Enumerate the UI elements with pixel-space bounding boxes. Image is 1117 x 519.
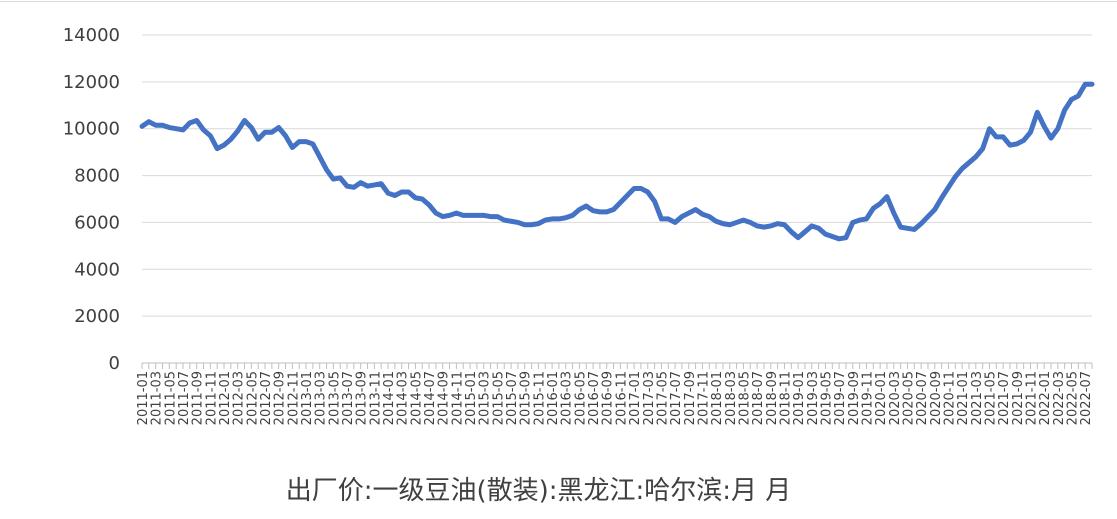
x-tick-label: 2021-03 (970, 371, 985, 425)
x-tick-label: 2017-11 (696, 371, 711, 425)
x-tick-label: 2017-09 (683, 371, 698, 425)
x-tick-label: 2016-01 (546, 371, 561, 425)
x-tick-label: 2021-09 (1011, 371, 1026, 425)
y-tick-label-4000: 4000 (74, 259, 120, 280)
x-tick-label: 2011-01 (136, 371, 151, 425)
x-tick-label: 2019-07 (833, 371, 848, 425)
x-tick-label: 2012-07 (259, 371, 274, 425)
gridlines (142, 34, 1092, 317)
x-tick-label: 2018-09 (765, 371, 780, 425)
x-tick-label: 2019-11 (860, 371, 875, 425)
x-tick-label: 2013-05 (327, 371, 342, 425)
x-tick-label: 2020-09 (929, 371, 944, 425)
x-tick-label: 2015-09 (519, 371, 534, 425)
x-tick-label: 2022-01 (1038, 371, 1053, 425)
x-tick-label: 2011-03 (150, 371, 165, 425)
x-tick-label: 2012-01 (218, 371, 233, 425)
x-tick-label: 2017-05 (655, 371, 670, 425)
y-tick-label-2000: 2000 (74, 306, 120, 327)
x-tick-label: 2014-07 (423, 371, 438, 425)
x-tick-label: 2013-07 (341, 371, 356, 425)
x-tick-label: 2011-09 (191, 371, 206, 425)
x-tick-label: 2016-03 (560, 371, 575, 425)
x-tick-label: 2014-05 (409, 371, 424, 425)
y-tick-label-12000: 12000 (63, 72, 120, 93)
x-tick-label: 2020-05 (901, 371, 916, 425)
x-tick-label: 2011-05 (163, 371, 178, 425)
x-tick-label: 2014-11 (450, 371, 465, 425)
x-tick-label: 2013-03 (314, 371, 329, 425)
x-tick-label: 2018-01 (710, 371, 725, 425)
x-tick-label: 2016-11 (614, 371, 629, 425)
x-tick-label: 2014-01 (382, 371, 397, 425)
x-tick-label: 2019-03 (806, 371, 821, 425)
legend-entry-series: 出厂价:一级豆油(散装):黑龙江:哈尔滨:月 月 (285, 476, 792, 506)
x-axis: 2011-012011-032011-052011-072011-092011-… (136, 362, 1094, 425)
x-tick-label: 2012-05 (245, 371, 260, 425)
x-tick-label: 2016-05 (573, 371, 588, 425)
x-tick-label: 2022-05 (1065, 371, 1080, 425)
x-tick-label: 2018-05 (737, 371, 752, 425)
legend: 出厂价:一级豆油(散装):黑龙江:哈尔滨:月 月 (0, 470, 1117, 507)
x-tick-label: 2015-07 (505, 371, 520, 425)
series-layer (139, 81, 1095, 242)
x-tick-label: 2012-09 (273, 371, 288, 425)
x-tick-label: 2021-01 (956, 371, 971, 425)
x-tick-label: 2011-11 (204, 371, 219, 425)
x-tick-label: 2012-03 (232, 371, 247, 425)
x-tick-label: 2018-11 (778, 371, 793, 425)
series-line (139, 81, 1095, 242)
x-tick-label: 2016-09 (601, 371, 616, 425)
x-tick-label: 2019-09 (847, 371, 862, 425)
x-tick-label: 2015-01 (464, 371, 479, 425)
x-tick-label: 2013-11 (368, 371, 383, 425)
y-tick-label-6000: 6000 (74, 212, 120, 233)
x-tick-label: 2014-03 (396, 371, 411, 425)
x-tick-label: 2019-05 (819, 371, 834, 425)
x-tick-label: 2011-07 (177, 371, 192, 425)
x-tick-label: 2014-09 (437, 371, 452, 425)
x-tick-label: 2016-07 (587, 371, 602, 425)
x-tick-label: 2017-07 (669, 371, 684, 425)
chart-top-border (0, 1, 1117, 2)
x-tick-label: 2018-03 (724, 371, 739, 425)
x-tick-label: 2022-07 (1079, 371, 1094, 425)
x-tick-label: 2021-07 (997, 371, 1012, 425)
x-tick-label: 2017-03 (642, 371, 657, 425)
x-tick-label: 2020-11 (942, 371, 957, 425)
x-tick-label: 2019-01 (792, 371, 807, 425)
x-tick-label: 2012-11 (286, 371, 301, 425)
y-tick-label-10000: 10000 (63, 119, 120, 140)
x-tick-label: 2013-01 (300, 371, 315, 425)
x-tick-label: 2013-09 (355, 371, 370, 425)
x-tick-label: 2017-01 (628, 371, 643, 425)
x-tick-label: 2020-07 (915, 371, 930, 425)
x-tick-label: 2020-01 (874, 371, 889, 425)
y-tick-label-0: 0 (109, 353, 120, 374)
x-tick-label: 2018-07 (751, 371, 766, 425)
y-tick-label-8000: 8000 (74, 166, 120, 187)
y-tick-label-14000: 14000 (63, 25, 120, 46)
x-tick-label: 2020-03 (888, 371, 903, 425)
x-tick-label: 2015-03 (478, 371, 493, 425)
x-tick-label: 2015-05 (491, 371, 506, 425)
y-axis-tick-labels: 0 2000 4000 6000 8000 10000 12000 14000 (63, 25, 120, 374)
x-tick-label: 2021-05 (983, 371, 998, 425)
x-tick-label: 2015-11 (532, 371, 547, 425)
x-tick-label: 2022-03 (1052, 371, 1067, 425)
x-tick-label: 2021-11 (1024, 371, 1039, 425)
